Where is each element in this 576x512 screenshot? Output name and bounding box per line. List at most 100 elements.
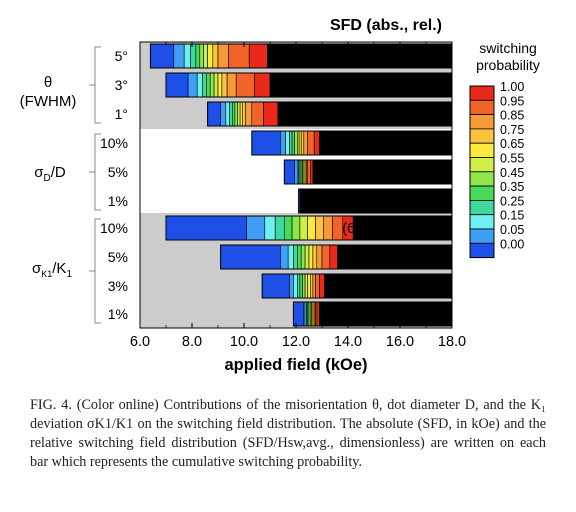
bar-segment [296,244,302,270]
group-label-fwhm: (FWHM) [20,93,77,110]
bar-segment [302,273,306,299]
bar-segment [264,215,276,241]
legend-swatch [469,85,495,101]
bar-segment [322,215,333,241]
legend-level-label: 0.85 [500,109,524,123]
bar-segment [212,43,219,69]
bar-segment [280,244,289,270]
bar-segment [173,43,185,69]
group-label-sigmaD: σD/D [34,164,66,184]
legend-level-label: 0.15 [500,209,524,223]
bar-sfd-label: (0.73 kOe, 0.06) [342,307,447,323]
bar-segment [196,72,203,98]
bar-segment [217,43,229,69]
bar-sfd-label: (2.50 kOe, 0.20) [342,136,447,152]
legend-level-label: 0.45 [500,166,524,180]
bar-segment [319,130,331,156]
bar-segment [165,215,247,241]
bar-segment [316,301,320,327]
row-label: 10% [100,220,128,236]
bar-segment [307,130,315,156]
bar-segment [203,43,208,69]
bar-segment [165,72,189,98]
bar-segment [316,244,323,270]
bar-segment [287,244,294,270]
bar-sfd-label: (6.55 kOe, 0.53) [342,221,447,237]
bar-sfd-label: (1.23 kOe, 0.10) [342,165,447,181]
legend-swatch [469,228,495,244]
bar-segment [298,130,302,156]
bar-segment [239,101,244,127]
bar-segment [304,244,310,270]
x-tick-label: 8.0 [182,334,202,350]
bar-segment [269,72,296,98]
legend-level-label: 0.95 [500,94,524,108]
bar-segment [294,159,298,185]
bar-segment [261,273,290,299]
bar-segment [232,101,236,127]
bar-segment [206,72,211,98]
row-label: 5° [115,48,128,64]
legend-swatch [469,128,495,144]
bar-segment [319,273,325,299]
legend-level-label: 0.25 [500,194,524,208]
bar-sfd-label: (2.26 kOe, 0.23) [342,107,447,123]
legend-level-label: 0.05 [500,223,524,237]
row-label: 5% [108,164,128,180]
bar-sfd-label: (3.30 kOe, 0.27) [342,250,447,266]
bar-segment [237,101,241,127]
x-axis-label: applied field (kOe) [224,356,367,374]
legend-swatch [469,214,495,230]
legend-frame [469,85,495,259]
bar-segment [315,215,324,241]
legend-swatch [469,171,495,187]
switching-field-distribution-chart: (4.00 kOe, 0.46) 5° (3.39 kOe, 0.37) 3° (2.2… [20,17,540,374]
bar-segment [293,301,305,327]
bar-segment [251,130,281,156]
bar-segment [299,215,308,241]
bar-segment [229,101,233,127]
bar-segment [274,215,285,241]
bar-segment [199,43,205,69]
bar-segment [322,301,453,327]
legend-swatch [469,157,495,173]
legend-level-label: 1.00 [500,80,524,94]
row-label: 1° [115,106,128,122]
bar-segment [303,130,308,156]
x-tick-label: 12.0 [282,334,310,350]
bar-segment [207,101,221,127]
bar-segment [207,43,214,69]
bar-segment [345,244,453,270]
legend-title-line2: probability [476,57,540,73]
bar-segment [228,43,250,69]
bar-segment [289,130,293,156]
bar-segment [315,273,320,299]
bar-segment [190,43,197,69]
bar-segment [294,130,298,156]
bar-segment [360,215,453,241]
x-tick-label: 10.0 [230,334,258,350]
x-tick-label: 18.0 [438,334,466,350]
bar-segment [283,215,293,241]
row-label: 1% [108,306,128,322]
bar-segment [329,244,338,270]
legend-level-label: 0.65 [500,137,524,151]
x-tick-label: 6.0 [130,334,150,350]
bar-sfd-label: (0.26 kOe, 0.02) [342,194,447,210]
bar-segment [248,43,268,69]
bar-segment [202,72,207,98]
bar-segment [183,43,191,69]
bar-segment [220,244,281,270]
bar-segment [277,101,302,127]
bar-segment [307,215,316,241]
legend-swatch [469,199,495,216]
group-label-theta: θ [44,74,52,91]
bar-segment [226,72,237,98]
bar-segment [293,273,298,299]
row-label: 1% [108,193,128,209]
bar-segment [195,43,201,69]
bar-sfd-label: (3.39 kOe, 0.37) [342,78,447,94]
bar-segment [245,101,253,127]
legend-swatch [469,99,495,116]
bar-segment [213,72,219,98]
